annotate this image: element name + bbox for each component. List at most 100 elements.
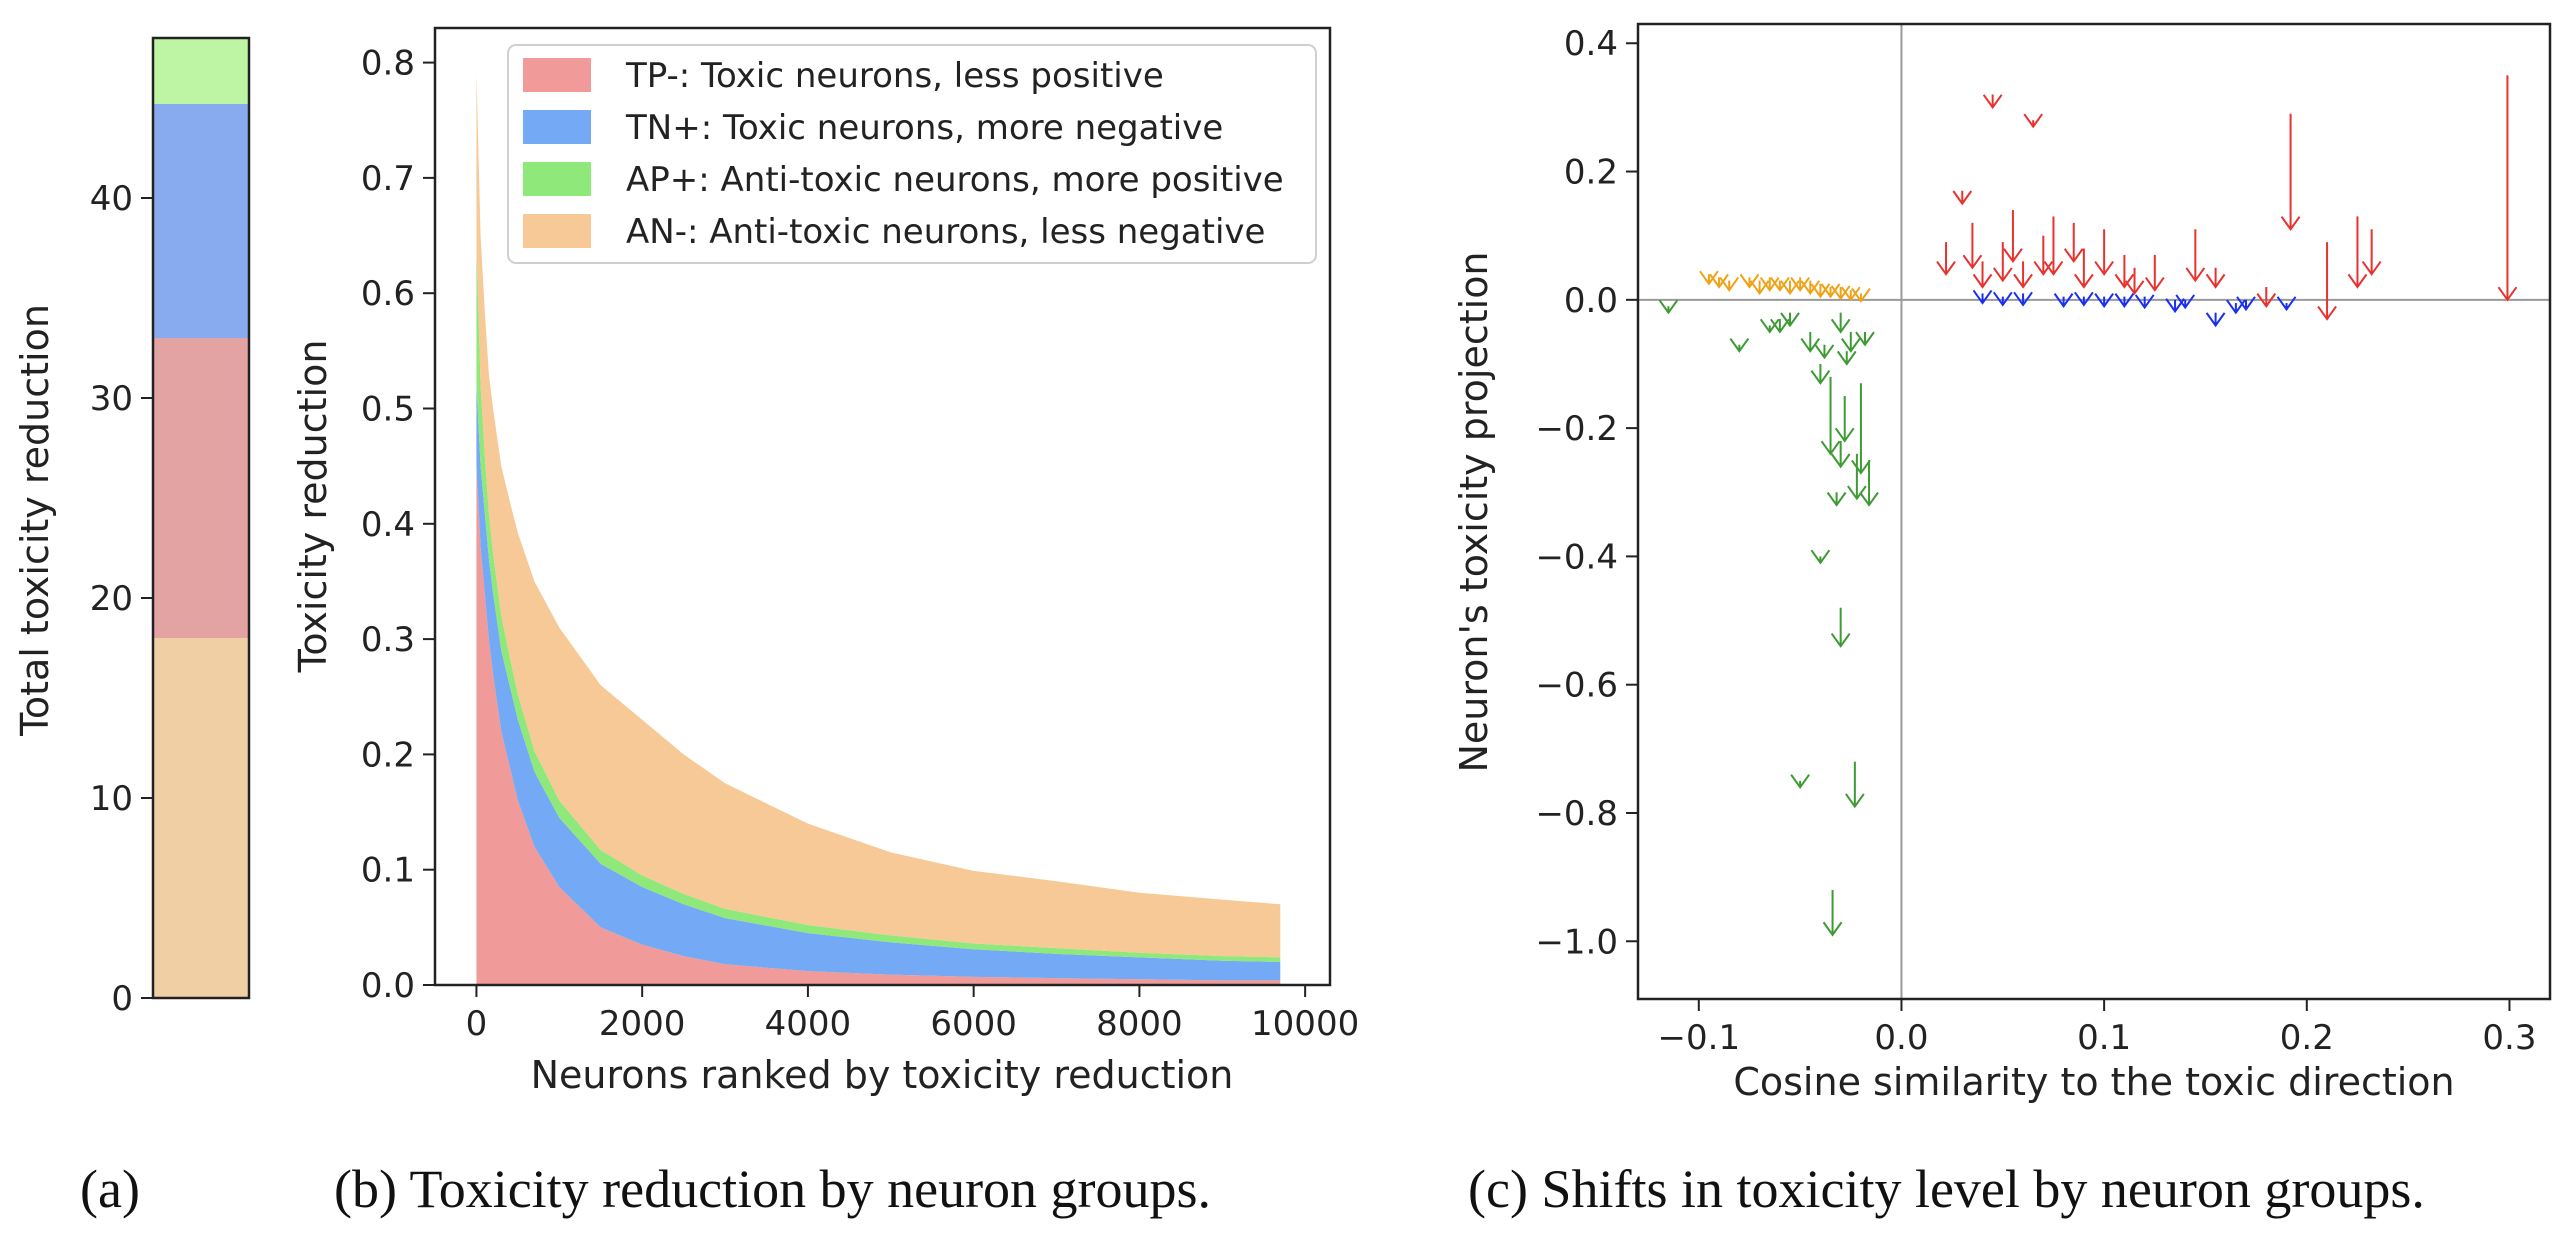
- panel-b-x-ticks: 0 2000 4000 6000 8000 10000: [466, 985, 1359, 1044]
- panel-c-x-tick-label: 0.0: [1874, 1018, 1928, 1058]
- panel-c-arrow-scatter: −0.1 0.0 0.1 0.2 0.3 0.4 0.2 0.0 −0.2 −0.4 −0.6 −0…: [1452, 22, 2552, 1104]
- panel-c-y-tick-label: −0.2: [1535, 409, 1618, 449]
- arrow-tn: [2205, 312, 2226, 328]
- arrow-tp: [1972, 261, 1993, 289]
- arrow-ap: [1810, 363, 1831, 385]
- panel-c-x-axis-label: Cosine similarity to the toxic direction: [1733, 1060, 2454, 1104]
- arrow-ap: [1790, 774, 1810, 790]
- panel-c-axes-frame: [1636, 22, 2552, 1001]
- panel-a-segment-an: [153, 638, 249, 998]
- panel-a-y-ticks: 0 10 20 30 40: [90, 179, 153, 1019]
- arrow-an: [1840, 286, 1861, 302]
- legend-label-tp: TP-: Toxic neurons, less positive: [625, 56, 1164, 96]
- panel-b-x-axis-label: Neurons ranked by toxicity reduction: [531, 1053, 1234, 1097]
- arrow-tp: [2256, 286, 2277, 308]
- arrow-tn: [2053, 293, 2074, 308]
- arrow-tp: [2124, 267, 2145, 296]
- panel-b-x-tick-label: 2000: [599, 1004, 686, 1044]
- arrow-tp: [1982, 94, 2003, 110]
- arrow-an: [1739, 273, 1760, 289]
- arrow-tp: [2280, 113, 2301, 231]
- panel-c-x-tick-label: 0.1: [2077, 1018, 2131, 1058]
- arrow-ap: [1847, 453, 1867, 501]
- arrow-an: [1709, 273, 1729, 289]
- panel-b-legend: TP-: Toxic neurons, less positive TN+: To…: [507, 44, 1317, 264]
- panel-b-y-tick-label: 0.8: [361, 44, 415, 84]
- arrow-tp: [1952, 190, 1973, 206]
- arrow-ap: [1822, 889, 1843, 937]
- arrow-tp: [2347, 216, 2368, 289]
- arrow-tn: [2094, 293, 2114, 308]
- panel-b-x-tick-label: 10000: [1251, 1004, 1359, 1044]
- panel-b-x-tick-label: 0: [466, 1004, 488, 1044]
- panel-c-arrows: [1658, 75, 2518, 937]
- panel-c-y-tick-label: 0.0: [1564, 281, 1618, 321]
- arrow-ap: [1810, 549, 1831, 565]
- arrow-an: [1770, 277, 1790, 292]
- panel-b-y-tick-label: 0.1: [361, 851, 415, 891]
- arrow-ap: [1830, 312, 1851, 334]
- panel-a-stacked-bar: 0 10 20 30 40 Total toxicity reduction: [13, 36, 251, 1019]
- panel-a-segment-ap: [153, 38, 249, 104]
- arrow-tn: [2236, 296, 2256, 312]
- panel-a-bar-segments: [153, 38, 249, 998]
- arrow-an: [1780, 280, 1800, 296]
- panel-a-axes-frame: [151, 36, 251, 1000]
- arrow-tn: [2134, 294, 2155, 310]
- caption-b: (b) Toxicity reduction by neuron groups.: [334, 1159, 1212, 1219]
- arrow-ap: [1859, 460, 1879, 507]
- legend-label-tn: TN+: Toxic neurons, more negative: [625, 108, 1223, 148]
- arrow-ap: [1658, 299, 1679, 315]
- arrow-tp: [2185, 229, 2206, 283]
- arrow-ap: [1845, 761, 1865, 809]
- arrow-tp: [2317, 242, 2337, 321]
- panel-b-stacked-area: 0 2000 4000 6000 8000 10000 0.00.10.20.30.40.…: [291, 26, 1359, 1097]
- panel-c-y-ticks: 0.4 0.2 0.0 −0.2 −0.4 −0.6 −0.8 −1.0: [1535, 24, 1638, 962]
- arrow-ap: [1830, 607, 1851, 648]
- arrow-an: [1719, 277, 1740, 292]
- panel-c-y-tick-label: −0.8: [1535, 794, 1618, 834]
- arrow-tp: [2114, 254, 2135, 289]
- panel-b-y-tick-label: 0.6: [361, 274, 415, 314]
- panel-c-y-axis-label: Neuron's toxicity projection: [1452, 251, 1496, 772]
- arrow-tn: [2074, 291, 2094, 307]
- arrow-an: [1759, 277, 1780, 292]
- arrow-ap: [1820, 376, 1841, 456]
- panel-b-y-tick-label: 0.7: [361, 159, 415, 199]
- arrow-ap: [1759, 318, 1780, 334]
- arrow-tp: [2013, 261, 2033, 289]
- arrow-tn: [1992, 291, 2013, 307]
- arrow-an: [1851, 287, 1871, 303]
- arrow-ap: [1836, 350, 1857, 366]
- arrow-tp: [1936, 242, 1956, 276]
- panel-c-x-tick-label: 0.3: [2482, 1018, 2536, 1058]
- arrow-tp: [2023, 113, 2044, 129]
- panel-c-x-tick-label: 0.2: [2280, 1018, 2334, 1058]
- arrow-tp: [2094, 229, 2114, 276]
- arrow-tn: [2175, 294, 2196, 310]
- arrow-an: [1800, 280, 1821, 296]
- panel-a-segment-tp: [153, 338, 249, 638]
- arrow-tp: [2144, 254, 2165, 292]
- panel-a-y-tick-label: 10: [90, 779, 133, 819]
- arrow-tn: [2013, 291, 2033, 307]
- panel-b-x-tick-label: 4000: [765, 1004, 852, 1044]
- panel-c-y-tick-label: 0.4: [1564, 24, 1618, 64]
- panel-b-area-tp: [476, 466, 1281, 985]
- panel-c-y-tick-label: −0.6: [1535, 666, 1618, 706]
- legend-swatch-ap: [523, 162, 591, 196]
- arrow-ap: [1814, 344, 1835, 360]
- arrow-tn: [2114, 293, 2135, 308]
- arrow-ap: [1840, 331, 1861, 353]
- panel-b-y-tick-label: 0.2: [361, 735, 415, 775]
- arrow-tp: [2361, 229, 2382, 276]
- arrow-ap: [1834, 396, 1855, 443]
- arrow-tp: [2003, 210, 2023, 264]
- arrow-ap: [1800, 331, 1821, 353]
- panel-a-y-tick-label: 40: [90, 179, 133, 219]
- legend-swatch-an: [523, 214, 591, 248]
- arrow-tp: [1992, 242, 2013, 283]
- arrow-ap: [1770, 318, 1790, 334]
- legend-box: [507, 44, 1317, 264]
